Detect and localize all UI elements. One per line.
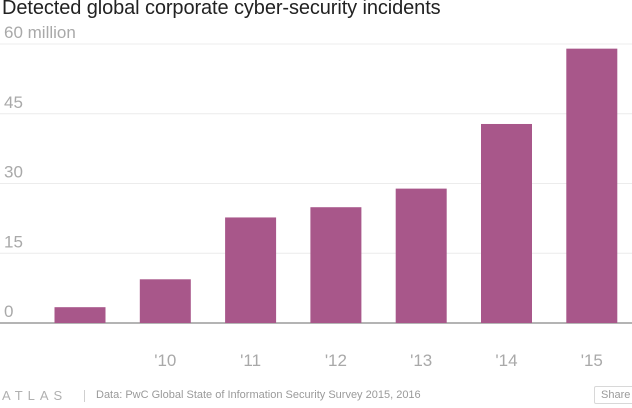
share-button[interactable]: Share [594, 386, 632, 404]
y-tick-label: 0 [4, 302, 13, 321]
y-tick-label: 15 [4, 232, 23, 251]
bars [54, 48, 618, 324]
bar[interactable] [225, 217, 277, 323]
bar[interactable] [54, 307, 106, 323]
footer: ATLAS Data: PwC Global State of Informat… [0, 386, 632, 408]
y-tick-label: 45 [4, 93, 23, 112]
bar[interactable] [310, 207, 362, 323]
x-tick-label: '13 [410, 351, 432, 370]
x-axis-tick-labels: '10 '11 '12 '13 '14 '15 [154, 351, 603, 370]
x-tick-label: '10 [154, 351, 176, 370]
x-tick-label: '12 [325, 351, 347, 370]
bar-chart: 0 15 30 45 60 million '10 '11 '12 '13 '14 '15 [0, 23, 632, 370]
bar[interactable] [395, 188, 447, 323]
footer-divider [84, 390, 85, 402]
y-axis-tick-labels: 0 15 30 45 60 million [4, 23, 76, 321]
bar[interactable] [566, 48, 618, 324]
x-tick-label: '15 [581, 351, 603, 370]
x-tick-label: '11 [240, 351, 261, 370]
source-note: Data: PwC Global State of Information Se… [96, 389, 421, 401]
y-tick-label: 60 million [4, 23, 76, 42]
bar[interactable] [139, 279, 191, 323]
x-tick-label: '14 [495, 351, 517, 370]
atlas-logo[interactable]: ATLAS [2, 388, 68, 403]
y-tick-label: 30 [4, 163, 23, 182]
bar[interactable] [481, 123, 532, 323]
chart-title: Detected global corporate cyber-security… [2, 0, 441, 19]
